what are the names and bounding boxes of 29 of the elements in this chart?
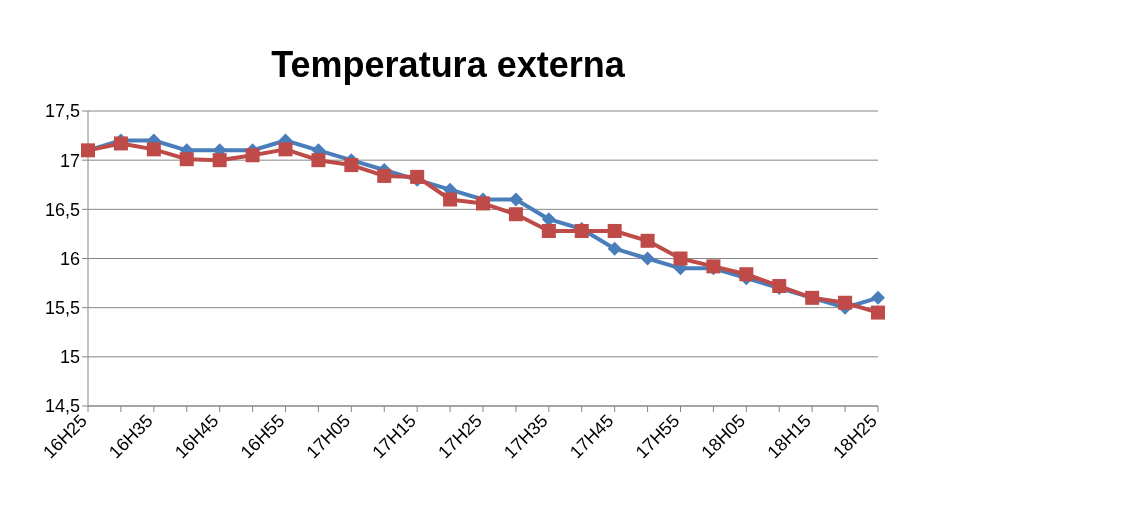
point [607, 241, 622, 256]
point [377, 168, 392, 183]
point [673, 251, 688, 266]
point [146, 142, 161, 157]
point [212, 153, 227, 168]
point [508, 207, 523, 222]
chart-title: Temperatura externa [270, 43, 626, 86]
point [245, 148, 260, 163]
point [443, 192, 458, 207]
point [607, 223, 622, 238]
point [344, 158, 359, 173]
point [476, 196, 490, 211]
point [278, 142, 293, 157]
point [640, 251, 655, 266]
point [179, 152, 194, 167]
point [871, 305, 885, 320]
point [640, 233, 655, 248]
y-tick-label: 15,5 [44, 298, 80, 319]
point [311, 153, 326, 168]
y-tick-label: 16,5 [44, 199, 80, 220]
point [541, 223, 556, 238]
point [508, 192, 523, 207]
point [739, 267, 754, 282]
y-tick-label: 17,5 [44, 101, 80, 122]
y-tick-label: 16 [59, 248, 80, 269]
point [871, 290, 885, 305]
point [838, 295, 853, 310]
y-tick-label: 15 [59, 347, 80, 368]
y-tick-label: 17 [59, 150, 80, 171]
